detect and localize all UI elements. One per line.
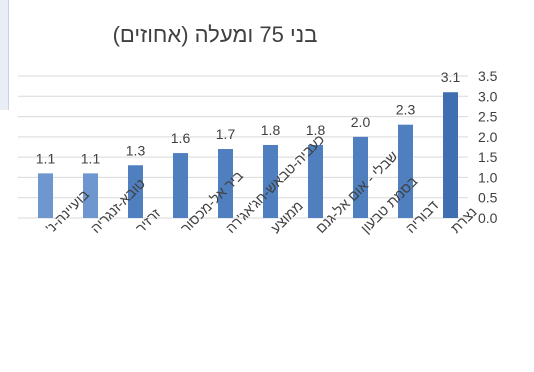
panel-edge xyxy=(0,0,9,110)
bar xyxy=(263,144,278,218)
data-label: 1.1 xyxy=(36,150,56,166)
data-label: 2.3 xyxy=(396,102,416,118)
data-label: 1.8 xyxy=(261,122,281,138)
data-label: 1.7 xyxy=(216,126,236,142)
data-label: 1.3 xyxy=(126,142,146,158)
data-label: 2.0 xyxy=(351,114,371,130)
data-label: 3.1 xyxy=(441,69,461,85)
data-labels: 1.1 1.1 1.3 1.6 1.7 1.8 1.8 2.0 2.3 3.1 xyxy=(36,69,461,166)
bars xyxy=(38,92,458,218)
data-label: 1.8 xyxy=(306,122,326,138)
bar xyxy=(128,165,143,218)
y-tick-label: 2.5 xyxy=(478,109,498,125)
bar xyxy=(443,92,458,218)
y-tick-label: 3.5 xyxy=(478,68,498,84)
y-tick-label: 1.5 xyxy=(478,149,498,165)
y-tick-label: 2.0 xyxy=(478,129,498,145)
bar xyxy=(353,136,368,218)
bar xyxy=(38,173,53,218)
data-label: 1.6 xyxy=(171,130,191,146)
y-tick-label: 1.0 xyxy=(478,169,498,185)
y-tick-label: 0.0 xyxy=(478,210,498,226)
y-tick-label: 3.0 xyxy=(478,88,498,104)
bar xyxy=(173,153,188,218)
bar xyxy=(308,144,323,218)
data-label: 1.1 xyxy=(81,150,101,166)
y-axis-ticks: 0.0 0.5 1.0 1.5 2.0 2.5 3.0 3.5 xyxy=(478,68,498,226)
y-tick-label: 0.5 xyxy=(478,190,498,206)
chart-title: בני 75 ומעלה (אחוזים) xyxy=(112,22,318,47)
bar xyxy=(218,149,233,218)
bar xyxy=(398,124,413,218)
bar xyxy=(83,173,98,218)
